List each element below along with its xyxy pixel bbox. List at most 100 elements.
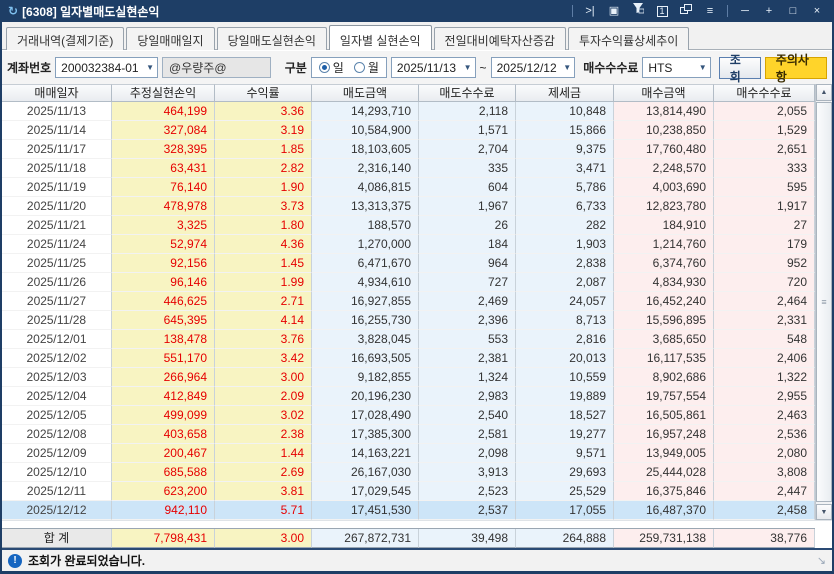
cell-buy-amount: 15,596,895 — [614, 311, 714, 330]
screen-number-icon[interactable]: 1 — [653, 0, 671, 22]
cell-sell-fee: 3,913 — [419, 463, 516, 482]
table-row[interactable]: 2025/11/24 52,974 4.36 1,270,000 184 1,9… — [2, 235, 815, 254]
refresh-icon[interactable]: ↻ — [8, 4, 18, 18]
status-bar: ! 조회가 완료되었습니다. ↘ — [2, 548, 832, 571]
table-row[interactable]: 2025/11/27 446,625 2.71 16,927,855 2,469… — [2, 292, 815, 311]
radio-monthly[interactable]: 월 — [353, 59, 379, 76]
radio-daily[interactable]: 일 — [318, 59, 344, 76]
cell-sell-amount: 14,293,710 — [312, 102, 419, 121]
table-row[interactable]: 2025/11/17 328,395 1.85 18,103,605 2,704… — [2, 140, 815, 159]
cell-tax: 2,087 — [516, 273, 614, 292]
tab-daily-journal[interactable]: 당일매매일지 — [126, 27, 215, 50]
table-row[interactable]: 2025/11/21 3,325 1.80 188,570 26 282 184… — [2, 216, 815, 235]
table-row[interactable]: 2025/12/10 685,588 2.69 26,167,030 3,913… — [2, 463, 815, 482]
cell-sell-amount: 26,167,030 — [312, 463, 419, 482]
header-return-rate[interactable]: 수익률 — [215, 84, 312, 102]
header-buy-fee[interactable]: 매수수수료 — [714, 84, 815, 102]
tab-daily-realized-pnl[interactable]: 당일매도실현손익 — [216, 27, 327, 50]
collapse-panel-icon[interactable]: >| — [585, 5, 595, 17]
date-from-select[interactable]: 2025/11/13 ▼ — [390, 57, 476, 78]
tab-deposit-asset-change[interactable]: 전일대비예탁자산증감 — [433, 27, 566, 50]
table-row[interactable]: 2025/11/13 464,199 3.36 14,293,710 2,118… — [2, 102, 815, 121]
header-tax[interactable]: 제세금 — [516, 84, 614, 102]
cell-buy-fee: 3,808 — [714, 463, 815, 482]
account-select[interactable]: 200032384-01 ▼ — [55, 57, 159, 78]
cell-tax: 1,903 — [516, 235, 614, 254]
table-header: 매매일자 추정실현손익 수익률 매도금액 매도수수료 제세금 매수금액 매수수수… — [2, 84, 815, 102]
table-row[interactable]: 2025/12/11 623,200 3.81 17,029,545 2,523… — [2, 482, 815, 501]
window-duplicate-icon[interactable] — [677, 0, 695, 22]
cell-date: 2025/11/25 — [2, 254, 112, 273]
query-form: 계좌번호 200032384-01 ▼ @우량주@ 구분 일 월 2025/11… — [2, 51, 832, 84]
filter-lock-icon[interactable] — [629, 0, 647, 22]
date-to-select[interactable]: 2025/12/12 ▼ — [490, 57, 576, 78]
resize-grip-icon[interactable]: ↘ — [816, 555, 826, 567]
cell-return-rate: 5.71 — [215, 501, 312, 520]
screen-mode-icon[interactable]: ▣ — [608, 5, 620, 17]
table-row[interactable]: 2025/12/05 499,099 3.02 17,028,490 2,540… — [2, 406, 815, 425]
cell-return-rate: 1.99 — [215, 273, 312, 292]
table-row[interactable]: 2025/12/03 266,964 3.00 9,182,855 1,324 … — [2, 368, 815, 387]
cell-sell-amount: 17,028,490 — [312, 406, 419, 425]
table-row[interactable]: 2025/12/12 942,110 5.71 17,451,530 2,537… — [2, 501, 815, 520]
cell-date: 2025/12/01 — [2, 330, 112, 349]
vertical-scrollbar[interactable]: ▲ ≡ ▼ — [815, 84, 832, 520]
tab-by-date-realized-pnl[interactable]: 일자별 실현손익 — [328, 25, 432, 50]
menu-list-icon[interactable]: ≡ — [706, 5, 714, 17]
header-sell-amount[interactable]: 매도금액 — [312, 84, 419, 102]
table-row[interactable]: 2025/11/20 478,978 3.73 13,313,375 1,967… — [2, 197, 815, 216]
cell-return-rate: 3.73 — [215, 197, 312, 216]
cell-return-rate: 3.00 — [215, 368, 312, 387]
cell-buy-fee: 1,529 — [714, 121, 815, 140]
fee-type-select[interactable]: HTS ▼ — [642, 57, 711, 78]
cell-return-rate: 2.38 — [215, 425, 312, 444]
cell-estimated-pnl: 446,625 — [112, 292, 215, 311]
table-row[interactable]: 2025/11/26 96,146 1.99 4,934,610 727 2,0… — [2, 273, 815, 292]
header-buy-amount[interactable]: 매수금액 — [614, 84, 714, 102]
scroll-up-icon[interactable]: ▲ — [816, 84, 832, 101]
header-sell-fee[interactable]: 매도수수료 — [419, 84, 516, 102]
maximize-button[interactable]: □ — [789, 5, 797, 17]
table-row[interactable]: 2025/12/02 551,170 3.42 16,693,505 2,381… — [2, 349, 815, 368]
cell-buy-amount: 4,003,690 — [614, 178, 714, 197]
table-row[interactable]: 2025/11/14 327,084 3.19 10,584,900 1,571… — [2, 121, 815, 140]
cell-estimated-pnl: 76,140 — [112, 178, 215, 197]
cell-sell-fee: 2,381 — [419, 349, 516, 368]
table-row[interactable]: 2025/12/09 200,467 1.44 14,163,221 2,098… — [2, 444, 815, 463]
cell-return-rate: 2.82 — [215, 159, 312, 178]
cell-buy-amount: 16,505,861 — [614, 406, 714, 425]
table-row[interactable]: 2025/11/19 76,140 1.90 4,086,815 604 5,7… — [2, 178, 815, 197]
cell-tax: 17,055 — [516, 501, 614, 520]
table-row[interactable]: 2025/12/04 412,849 2.09 20,196,230 2,983… — [2, 387, 815, 406]
header-estimated-pnl[interactable]: 추정실현손익 — [112, 84, 215, 102]
scroll-down-icon[interactable]: ▼ — [816, 504, 832, 520]
query-button[interactable]: 조회 — [718, 53, 761, 84]
header-date[interactable]: 매매일자 — [2, 84, 112, 102]
cell-estimated-pnl: 92,156 — [112, 254, 215, 273]
cell-sell-amount: 3,828,045 — [312, 330, 419, 349]
table-row[interactable]: 2025/11/18 63,431 2.82 2,316,140 335 3,4… — [2, 159, 815, 178]
table-row[interactable]: 2025/11/25 92,156 1.45 6,471,670 964 2,8… — [2, 254, 815, 273]
scrollbar-thumb[interactable]: ≡ — [816, 102, 832, 502]
period-radio-group: 일 월 — [310, 57, 387, 78]
window-duplicate-glyph — [680, 4, 692, 14]
total-tax: 264,888 — [516, 529, 614, 548]
table-row[interactable]: 2025/12/01 138,478 3.76 3,828,045 553 2,… — [2, 330, 815, 349]
cell-date: 2025/11/27 — [2, 292, 112, 311]
cell-buy-fee: 548 — [714, 330, 815, 349]
move-window-button[interactable]: + — [765, 5, 773, 17]
tab-trade-history[interactable]: 거래내역(결제기준) — [6, 27, 125, 50]
tab-return-rate-detail[interactable]: 투자수익률상세추이 — [567, 27, 690, 50]
close-button[interactable]: × — [813, 5, 821, 17]
cell-buy-amount: 16,487,370 — [614, 501, 714, 520]
caution-button[interactable]: 주의사항 — [764, 53, 828, 84]
cell-sell-fee: 2,537 — [419, 501, 516, 520]
cell-estimated-pnl: 138,478 — [112, 330, 215, 349]
cell-buy-fee: 2,331 — [714, 311, 815, 330]
cell-sell-amount: 17,451,530 — [312, 501, 419, 520]
cell-return-rate: 3.42 — [215, 349, 312, 368]
minimize-button[interactable]: ─ — [741, 5, 749, 17]
table-row[interactable]: 2025/11/28 645,395 4.14 16,255,730 2,396… — [2, 311, 815, 330]
table-row[interactable]: 2025/12/08 403,658 2.38 17,385,300 2,581… — [2, 425, 815, 444]
